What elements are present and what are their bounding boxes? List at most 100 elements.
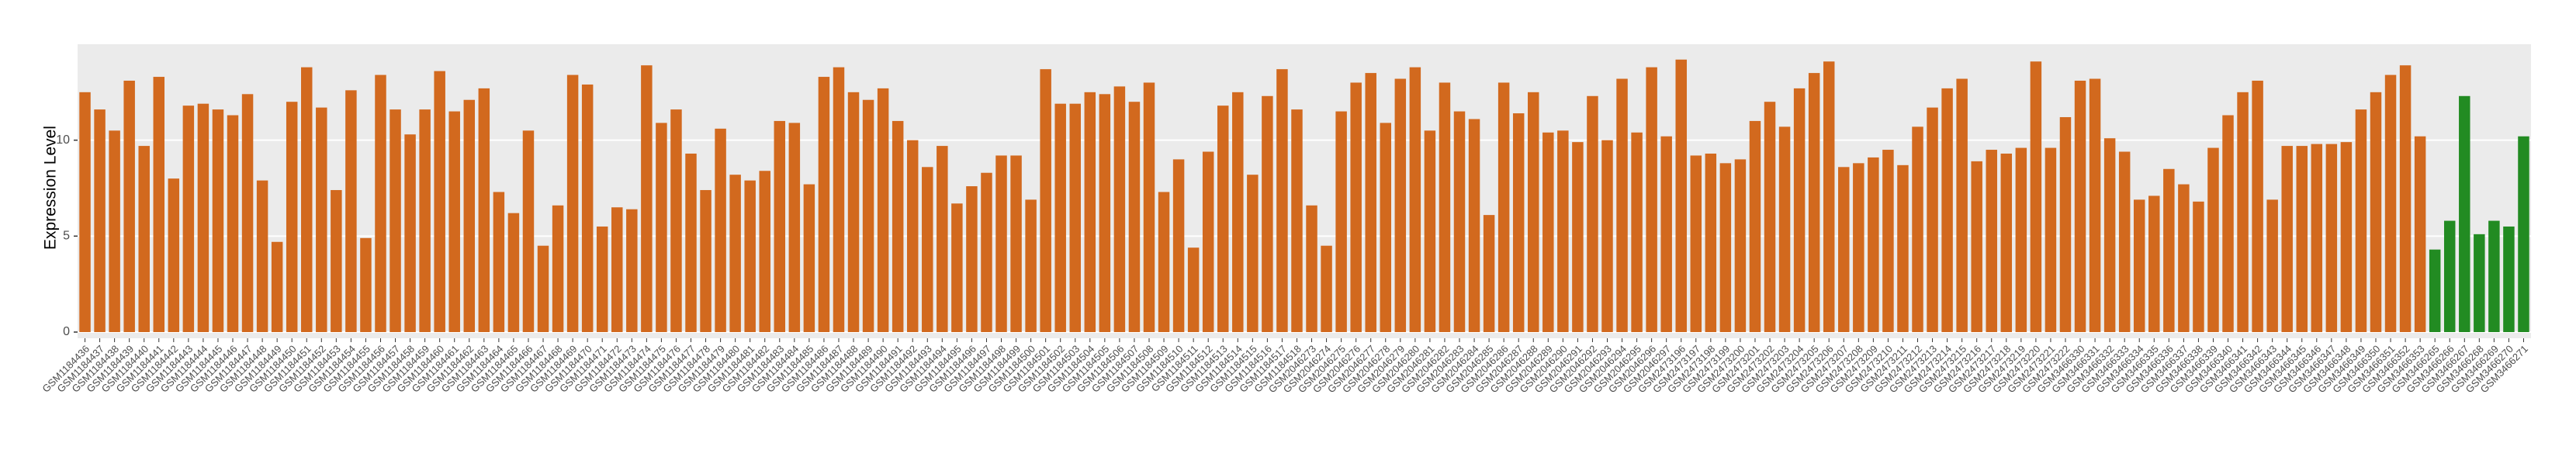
bar (552, 205, 564, 332)
bar (1512, 113, 1525, 333)
bar (1069, 103, 1081, 332)
bar (1291, 109, 1303, 333)
bar (448, 111, 460, 333)
bar (1793, 88, 1806, 333)
bar (1986, 150, 1997, 332)
bar (1646, 67, 1657, 333)
bar (729, 175, 741, 332)
bar (197, 103, 209, 332)
bar (404, 134, 416, 332)
bar (1927, 107, 1938, 332)
bar (2384, 74, 2397, 332)
bar (1321, 245, 1332, 332)
bar (1409, 67, 1421, 333)
bar (2015, 147, 2027, 332)
bar (2281, 146, 2293, 332)
bar (2518, 136, 2529, 332)
bar (2000, 153, 2013, 332)
bar (1616, 78, 1628, 333)
bar (981, 172, 992, 332)
bar (507, 213, 520, 332)
bar (951, 203, 963, 332)
bar (2163, 168, 2175, 332)
bar (1572, 142, 1584, 332)
bar (1690, 155, 1702, 332)
bar (79, 92, 91, 332)
bar (759, 171, 770, 332)
bar (1868, 157, 1879, 332)
bar (1394, 78, 1407, 333)
bar (847, 92, 860, 332)
bar (922, 167, 933, 332)
bar (1660, 136, 1672, 332)
bar (2118, 151, 2131, 332)
bar (153, 77, 165, 333)
bar (419, 109, 431, 333)
bar (1778, 126, 1791, 332)
bar (1128, 102, 1141, 332)
bar (833, 67, 845, 333)
y-axis-title: Expression Level (42, 126, 60, 250)
bar (2074, 80, 2086, 332)
bar (1335, 111, 1347, 333)
bar (2059, 116, 2072, 332)
bar (1557, 130, 1569, 333)
bar (1247, 175, 1259, 332)
bar (1483, 215, 1495, 332)
bar (1468, 119, 1480, 332)
bar (892, 120, 904, 332)
bar (1587, 95, 1598, 332)
bar (1010, 155, 1022, 332)
bar (1439, 82, 1451, 332)
bar (1453, 111, 1466, 333)
bar (331, 189, 342, 332)
bar (715, 128, 726, 332)
bar (1971, 161, 1982, 332)
bar (1749, 120, 1761, 332)
bar (877, 88, 889, 333)
bar (2488, 220, 2500, 332)
bar (1808, 73, 1820, 332)
bar (2252, 80, 2263, 332)
bar (463, 99, 476, 332)
bar (1217, 106, 1229, 332)
y-tick-label: 5 (63, 230, 70, 243)
plot-panel (78, 44, 2531, 338)
bar (1956, 78, 1968, 333)
bar (1380, 123, 1392, 332)
bar (1941, 88, 1953, 333)
bar (2399, 65, 2412, 332)
bar (1365, 73, 1376, 332)
bar (1143, 82, 1155, 332)
bar (1232, 92, 1244, 332)
bar (1675, 59, 1687, 332)
bar (670, 109, 682, 333)
bar (995, 155, 1007, 332)
bar (2193, 201, 2204, 332)
bar (360, 237, 372, 332)
bar (566, 74, 579, 332)
bar (182, 106, 195, 332)
bar (2414, 136, 2426, 332)
bar (2148, 196, 2160, 332)
bar (2103, 138, 2116, 332)
bar (286, 102, 298, 332)
bar (1601, 140, 1613, 332)
bar (1882, 150, 1894, 332)
bar (1631, 132, 1643, 333)
bar (1084, 92, 1096, 332)
bar (818, 77, 830, 333)
bar (596, 226, 608, 332)
bar (1158, 192, 1170, 332)
bar (271, 241, 283, 332)
bar (1719, 163, 1732, 332)
bar (94, 109, 106, 333)
bar (862, 99, 874, 332)
bar (803, 184, 815, 332)
bar (1897, 164, 1909, 332)
bar (1424, 130, 1436, 333)
bar (138, 146, 150, 332)
bar (1350, 82, 1362, 332)
bar (656, 123, 667, 332)
